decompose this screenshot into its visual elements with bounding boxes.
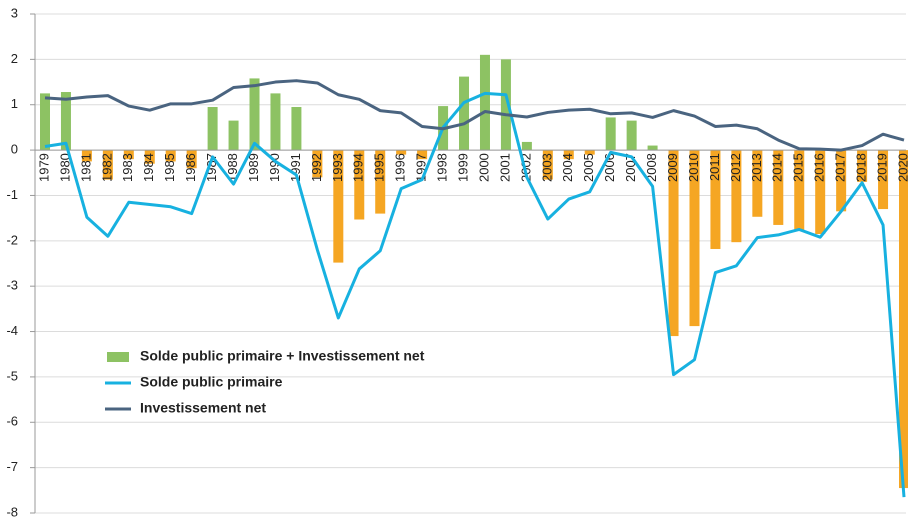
bar (270, 93, 281, 151)
bar (144, 150, 155, 164)
bar (500, 59, 511, 151)
x-tick-label: 1988 (225, 153, 240, 182)
x-tick-label: 2011 (707, 153, 722, 181)
x-tick-label: 2013 (749, 153, 764, 182)
x-tick-label: 1990 (267, 153, 282, 182)
bar (668, 150, 679, 337)
x-tick-label: 2012 (728, 153, 743, 182)
bar (459, 76, 470, 151)
bar (186, 150, 197, 169)
y-tick-label: -1 (6, 187, 18, 202)
bar (563, 150, 574, 160)
x-tick-label: 1998 (435, 153, 450, 182)
bar (333, 150, 344, 263)
bar (836, 150, 847, 212)
legend-label: Solde public primaire (140, 374, 283, 390)
x-tick-label: 2000 (476, 153, 491, 182)
x-tick-label: 2005 (581, 153, 596, 182)
bar (354, 150, 365, 220)
x-tick-label: 1981 (78, 153, 93, 182)
bar (40, 93, 50, 151)
bar (417, 150, 428, 160)
x-tick-label: 1999 (455, 153, 470, 182)
bar (584, 150, 595, 155)
line (44, 91, 906, 498)
bar (731, 150, 742, 243)
x-tick-label: 1983 (120, 153, 135, 182)
bar (878, 150, 889, 210)
bar (479, 54, 490, 151)
x-tick-label: 2018 (854, 153, 869, 182)
bar (752, 150, 763, 217)
x-tick-label: 2009 (665, 153, 680, 182)
y-tick-label: -5 (6, 368, 18, 383)
bar (102, 150, 113, 180)
bar (249, 78, 260, 151)
x-tick-label: 2010 (686, 153, 701, 182)
y-tick-label: 2 (11, 51, 18, 66)
x-tick-label: 1996 (393, 153, 408, 182)
line (44, 79, 905, 152)
x-tick-label: 1984 (141, 153, 156, 182)
x-tick-label: 2017 (833, 153, 848, 182)
y-tick-label: -8 (6, 504, 18, 518)
bar (521, 141, 532, 151)
x-tick-label: 2019 (874, 153, 889, 182)
y-tick-label: -2 (6, 232, 18, 247)
y-tick-label: 0 (11, 142, 18, 157)
x-tick-label: 1992 (309, 153, 324, 182)
bar (605, 117, 616, 151)
y-tick-label: -7 (6, 459, 18, 474)
bar (710, 150, 721, 249)
y-tick-label: 1 (11, 96, 18, 111)
x-tick-label: 1989 (246, 153, 261, 182)
x-tick-label: 1994 (351, 153, 366, 182)
bar (291, 106, 302, 151)
legend-label: Investissement net (140, 400, 266, 416)
bar (123, 150, 134, 160)
legend-label: Solde public primaire + Investissement n… (140, 348, 425, 364)
legend-swatch (107, 352, 129, 362)
bar (396, 150, 407, 155)
y-tick-label: 3 (11, 5, 18, 20)
bar (815, 150, 826, 235)
y-tick-label: -6 (6, 414, 18, 429)
bar (60, 92, 71, 151)
x-tick-label: 1986 (183, 153, 198, 182)
bar (228, 120, 239, 151)
x-tick-label: 1993 (330, 153, 345, 182)
x-tick-label: 2003 (539, 153, 554, 182)
bar (542, 150, 553, 180)
x-tick-label: 2016 (812, 153, 827, 182)
bar (312, 150, 323, 178)
bar (165, 150, 176, 162)
bar (689, 150, 700, 327)
x-tick-label: 1995 (372, 153, 387, 182)
bar (857, 150, 868, 182)
x-tick-label: 2014 (770, 153, 785, 182)
bar (81, 150, 92, 162)
bar (626, 120, 637, 151)
y-tick-label: -3 (6, 278, 18, 293)
x-tick-label: 2015 (791, 153, 806, 182)
x-tick-label: 2001 (497, 153, 512, 182)
bar (647, 145, 658, 151)
x-tick-label: 2008 (644, 153, 659, 182)
x-tick-label: 1982 (99, 153, 114, 182)
bar (773, 150, 784, 225)
x-tick-label: 1991 (288, 153, 303, 182)
x-tick-label: 1985 (162, 153, 177, 182)
bar (899, 150, 908, 489)
bar (375, 150, 386, 214)
bar (794, 150, 805, 231)
y-tick-label: -4 (6, 323, 18, 338)
bar (207, 106, 218, 151)
x-tick-label: 1980 (57, 153, 72, 182)
x-tick-label: 1979 (36, 153, 51, 182)
x-tick-label: 2020 (895, 153, 908, 182)
x-tick-label: 2004 (560, 153, 575, 182)
